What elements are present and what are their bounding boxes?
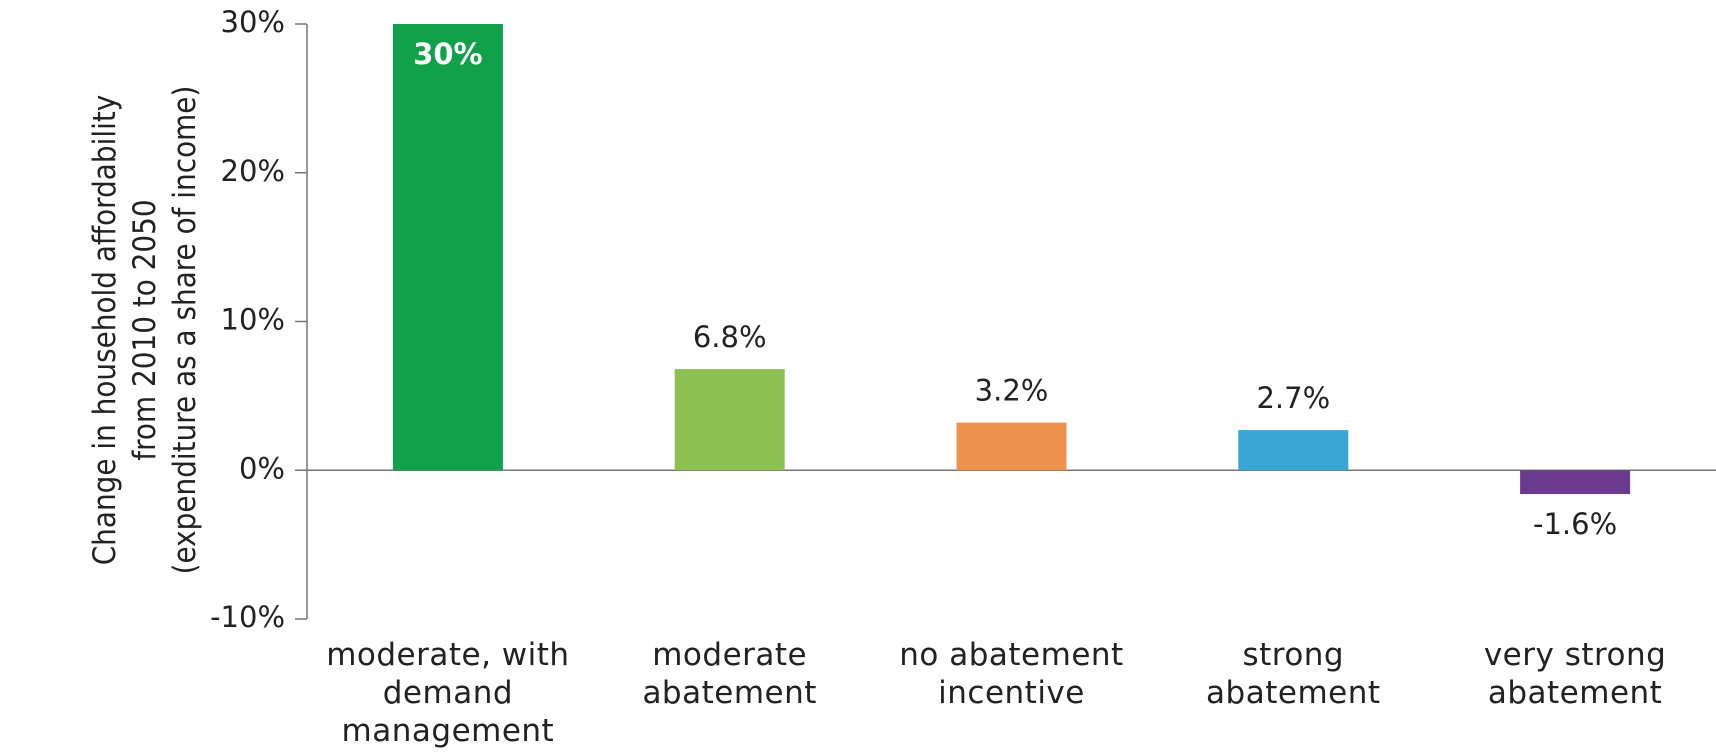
y-tick-label: 0% — [239, 451, 285, 485]
y-label-line: from 2010 to 2050 — [127, 199, 163, 461]
value-label: 2.7% — [1256, 381, 1330, 415]
y-axis-label: Change in household affordability from 2… — [85, 50, 205, 610]
x-tick-label: moderate abatement — [642, 637, 817, 711]
y-tick-label: 10% — [221, 303, 285, 337]
value-label: 30% — [413, 37, 482, 71]
y-tick-label: 30% — [221, 5, 285, 39]
x-tick-label: moderate, with demand management — [326, 637, 570, 749]
value-label: 3.2% — [975, 374, 1049, 408]
value-label: -1.6% — [1533, 507, 1617, 541]
x-tick-label: very strong abatement — [1483, 637, 1667, 711]
bar — [674, 369, 785, 471]
x-tick-label: no abatement incentive — [899, 637, 1124, 711]
value-label: 6.8% — [693, 320, 767, 354]
x-tick-label: strong abatement — [1206, 637, 1381, 711]
bar — [956, 422, 1067, 471]
bar — [392, 24, 503, 471]
bar — [1238, 430, 1349, 471]
y-tick-label: 20% — [221, 154, 285, 188]
y-label-line: Change in household affordability — [87, 94, 123, 566]
y-tick-label: -10% — [210, 600, 285, 634]
y-label-line: (expenditure as a share of income) — [167, 85, 203, 575]
bar — [1520, 470, 1631, 495]
